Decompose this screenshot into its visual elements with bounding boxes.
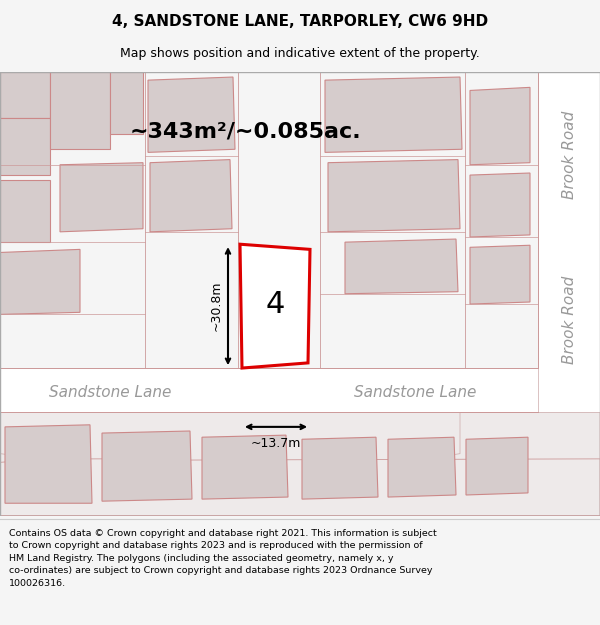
Polygon shape	[0, 118, 50, 175]
Text: 4, SANDSTONE LANE, TARPORLEY, CW6 9HD: 4, SANDSTONE LANE, TARPORLEY, CW6 9HD	[112, 14, 488, 29]
Polygon shape	[0, 368, 600, 413]
Polygon shape	[470, 173, 530, 237]
Polygon shape	[538, 72, 600, 516]
Text: Sandstone Lane: Sandstone Lane	[354, 386, 476, 401]
Polygon shape	[60, 162, 143, 232]
Text: 4: 4	[265, 289, 284, 319]
Polygon shape	[466, 438, 528, 495]
Polygon shape	[345, 239, 458, 294]
Polygon shape	[328, 159, 460, 232]
Polygon shape	[0, 249, 80, 314]
Text: ~343m²/~0.085ac.: ~343m²/~0.085ac.	[129, 122, 361, 142]
Text: Map shows position and indicative extent of the property.: Map shows position and indicative extent…	[120, 47, 480, 60]
Polygon shape	[240, 244, 310, 368]
Polygon shape	[0, 412, 600, 516]
Polygon shape	[50, 72, 110, 149]
Polygon shape	[5, 425, 92, 503]
Polygon shape	[202, 435, 288, 499]
Text: ~13.7m: ~13.7m	[251, 438, 301, 450]
Polygon shape	[110, 72, 143, 134]
Polygon shape	[388, 438, 456, 497]
Polygon shape	[460, 412, 538, 516]
Polygon shape	[0, 412, 600, 516]
Polygon shape	[302, 438, 378, 499]
Polygon shape	[0, 180, 50, 242]
Polygon shape	[148, 77, 235, 152]
Text: Brook Road: Brook Road	[562, 110, 577, 199]
Text: ~30.8m: ~30.8m	[210, 281, 223, 331]
Polygon shape	[0, 459, 600, 516]
Polygon shape	[470, 88, 530, 165]
Text: Sandstone Lane: Sandstone Lane	[49, 386, 171, 401]
Text: Brook Road: Brook Road	[562, 276, 577, 364]
Polygon shape	[150, 159, 232, 232]
Polygon shape	[470, 245, 530, 304]
Polygon shape	[325, 77, 462, 152]
Polygon shape	[0, 72, 50, 118]
Polygon shape	[102, 431, 192, 501]
Text: Contains OS data © Crown copyright and database right 2021. This information is : Contains OS data © Crown copyright and d…	[9, 529, 437, 588]
